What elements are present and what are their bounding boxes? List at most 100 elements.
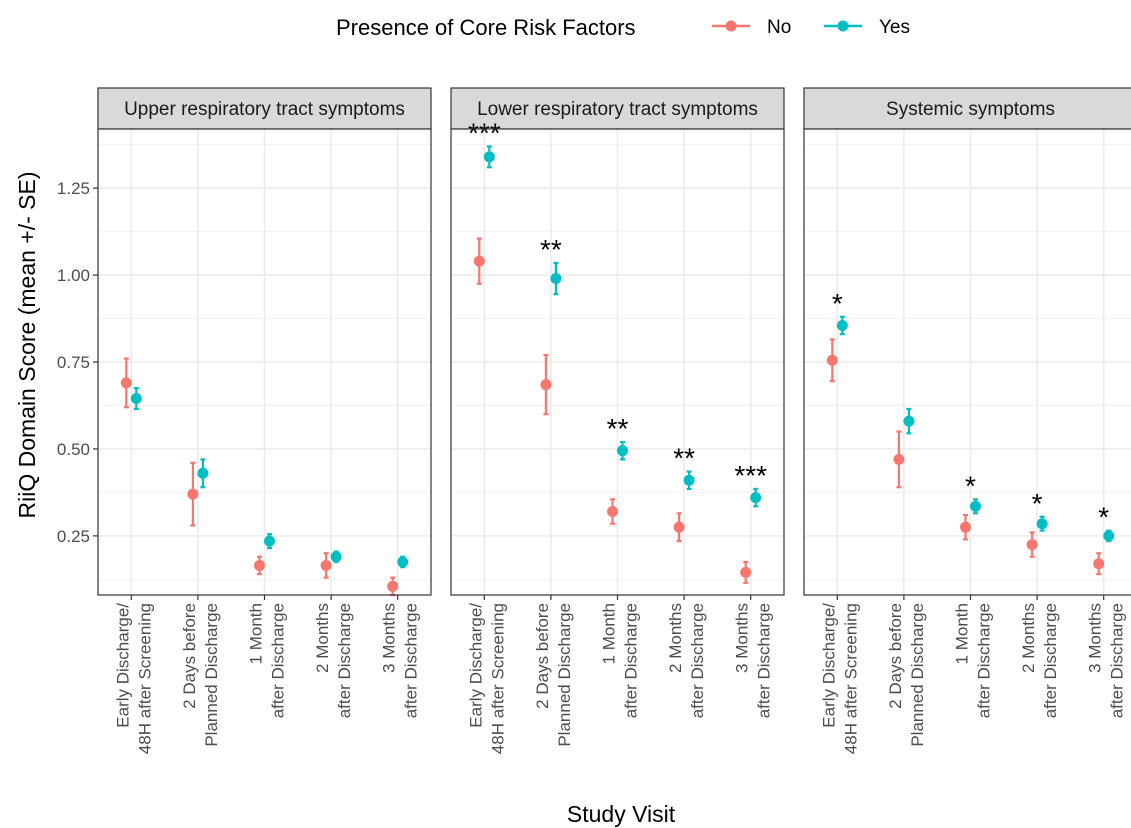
x-tick-label-line: Planned Discharge bbox=[202, 603, 221, 747]
significance-label: * bbox=[965, 470, 976, 501]
x-tick-label-line: after Discharge bbox=[402, 603, 421, 718]
x-tick-label-line: Early Discharge/ bbox=[113, 603, 132, 728]
x-tick-label: 3 Months after Discharge bbox=[733, 603, 774, 718]
x-tick-label-line: after Discharge bbox=[755, 603, 774, 718]
data-point-no bbox=[1093, 558, 1105, 570]
x-tick-label: 1 Month after Discharge bbox=[953, 603, 994, 718]
data-point-no bbox=[826, 354, 838, 366]
x-tick-label: Early Discharge/48H after Screening bbox=[819, 603, 860, 754]
legend-label-no: No bbox=[767, 17, 791, 38]
x-tick-label: Early Discharge/48H after Screening bbox=[466, 603, 507, 754]
x-tick-label-line: after Discharge bbox=[335, 603, 354, 718]
data-point-yes bbox=[903, 415, 915, 427]
x-axis-title: Study Visit bbox=[567, 801, 676, 827]
x-tick-label-line: 48H after Screening bbox=[841, 603, 860, 754]
data-point-yes bbox=[264, 535, 275, 547]
data-point-no bbox=[740, 566, 752, 578]
data-point-yes bbox=[836, 319, 848, 331]
significance-label: *** bbox=[468, 117, 501, 148]
significance-label: *** bbox=[734, 460, 767, 491]
data-point-yes bbox=[1103, 530, 1115, 542]
x-tick-label-line: 3 Months bbox=[380, 603, 399, 673]
x-tick-label-line: after Discharge bbox=[1108, 603, 1127, 718]
panel-title: Upper respiratory tract symptoms bbox=[124, 99, 405, 120]
x-tick-label-line: Early Discharge/ bbox=[819, 603, 838, 728]
data-point-no bbox=[473, 255, 485, 267]
x-tick-label-line: 3 Months bbox=[733, 603, 752, 673]
data-point-yes bbox=[970, 500, 981, 512]
x-tick-label-line: 1 Month bbox=[247, 603, 266, 664]
x-tick-label-line: Early Discharge/ bbox=[466, 603, 485, 728]
legend-label-yes: Yes bbox=[879, 17, 910, 38]
x-tick-label: 2 Days before Planned Discharge bbox=[533, 603, 574, 747]
data-point-no bbox=[540, 379, 552, 391]
legend-key-yes bbox=[824, 20, 862, 32]
data-point-yes bbox=[397, 556, 409, 568]
legend-title: Presence of Core Risk Factors bbox=[336, 15, 636, 40]
data-point-no bbox=[120, 377, 132, 389]
x-tick-label: 2 Days before Planned Discharge bbox=[180, 603, 221, 747]
data-point-no bbox=[607, 506, 618, 518]
x-tick-label-line: after Discharge bbox=[622, 603, 641, 718]
panel-strip bbox=[803, 87, 1131, 130]
data-point-yes bbox=[750, 492, 762, 504]
x-tick-label-line: after Discharge bbox=[688, 603, 707, 718]
data-point-yes bbox=[550, 273, 562, 285]
legend-key-no bbox=[712, 20, 750, 32]
data-point-yes bbox=[683, 474, 695, 486]
data-point-yes bbox=[130, 393, 142, 405]
x-tick-label-line: 2 Days before bbox=[180, 603, 199, 709]
data-point-no bbox=[1026, 539, 1038, 551]
significance-label: ** bbox=[540, 234, 562, 265]
panel-1: Upper respiratory tract symptoms Early Di… bbox=[97, 87, 432, 754]
data-point-no bbox=[387, 580, 399, 592]
significance-label: * bbox=[1098, 502, 1109, 533]
data-point-yes bbox=[617, 445, 628, 457]
x-tick-label-line: 1 Month bbox=[600, 603, 619, 664]
x-tick-label-line: after Discharge bbox=[1041, 603, 1060, 718]
x-tick-label-line: after Discharge bbox=[975, 603, 994, 718]
x-tick-label: 1 Month after Discharge bbox=[600, 603, 641, 718]
significance-label: * bbox=[1032, 488, 1043, 519]
x-tick-label-line: 48H after Screening bbox=[135, 603, 154, 754]
panels: 0.25 0.50 0.75 1.00 1.25 Upper respiratory tr… bbox=[57, 87, 1131, 754]
data-point-yes bbox=[1036, 518, 1048, 530]
panel-2: Lower respiratory tract symptoms********… bbox=[450, 87, 785, 754]
y-tick-label: 0.75 bbox=[57, 353, 90, 372]
y-tick-label: 1.25 bbox=[57, 179, 90, 198]
x-tick-label-line: 48H after Screening bbox=[488, 603, 507, 754]
x-tick-label-line: Planned Discharge bbox=[908, 603, 927, 747]
significance-label: ** bbox=[607, 413, 629, 444]
data-point-no bbox=[187, 488, 199, 500]
y-tick-label: 1.00 bbox=[57, 266, 90, 285]
data-point-no bbox=[893, 453, 905, 465]
panel-title: Systemic symptoms bbox=[886, 99, 1055, 120]
x-tick-label-line: Planned Discharge bbox=[555, 603, 574, 747]
x-tick-label: 2 Months after Discharge bbox=[313, 603, 354, 718]
panel-title: Lower respiratory tract symptoms bbox=[477, 99, 758, 120]
data-point-yes bbox=[197, 467, 209, 479]
x-tick-label-line: 2 Months bbox=[313, 603, 332, 673]
x-tick-label-line: after Discharge bbox=[269, 603, 288, 718]
x-tick-label: 1 Month after Discharge bbox=[247, 603, 288, 718]
legend: Presence of Core Risk Factors No Yes bbox=[336, 15, 910, 40]
x-tick-label-line: 2 Months bbox=[1019, 603, 1038, 673]
legend-key-point bbox=[837, 20, 849, 32]
y-tick-label: 0.25 bbox=[57, 527, 90, 546]
y-axis-title: RiiQ Domain Score (mean +/- SE) bbox=[14, 171, 40, 518]
x-tick-label-line: 1 Month bbox=[953, 603, 972, 664]
y-tick-label: 0.50 bbox=[57, 440, 90, 459]
data-point-no bbox=[673, 521, 685, 533]
data-point-yes bbox=[483, 151, 495, 163]
x-tick-label: Early Discharge/48H after Screening bbox=[113, 603, 154, 754]
significance-label: * bbox=[832, 288, 843, 319]
x-tick-label-line: 2 Days before bbox=[886, 603, 905, 709]
data-point-yes bbox=[330, 551, 342, 563]
x-tick-label-line: 2 Days before bbox=[533, 603, 552, 709]
x-tick-label: 2 Days before Planned Discharge bbox=[886, 603, 927, 747]
x-tick-label: 3 Months after Discharge bbox=[380, 603, 421, 718]
panel-3: Systemic symptoms * * * * Early Discharge/48H… bbox=[803, 87, 1131, 754]
x-tick-label-line: 3 Months bbox=[1086, 603, 1105, 673]
panel-strip bbox=[450, 87, 785, 130]
